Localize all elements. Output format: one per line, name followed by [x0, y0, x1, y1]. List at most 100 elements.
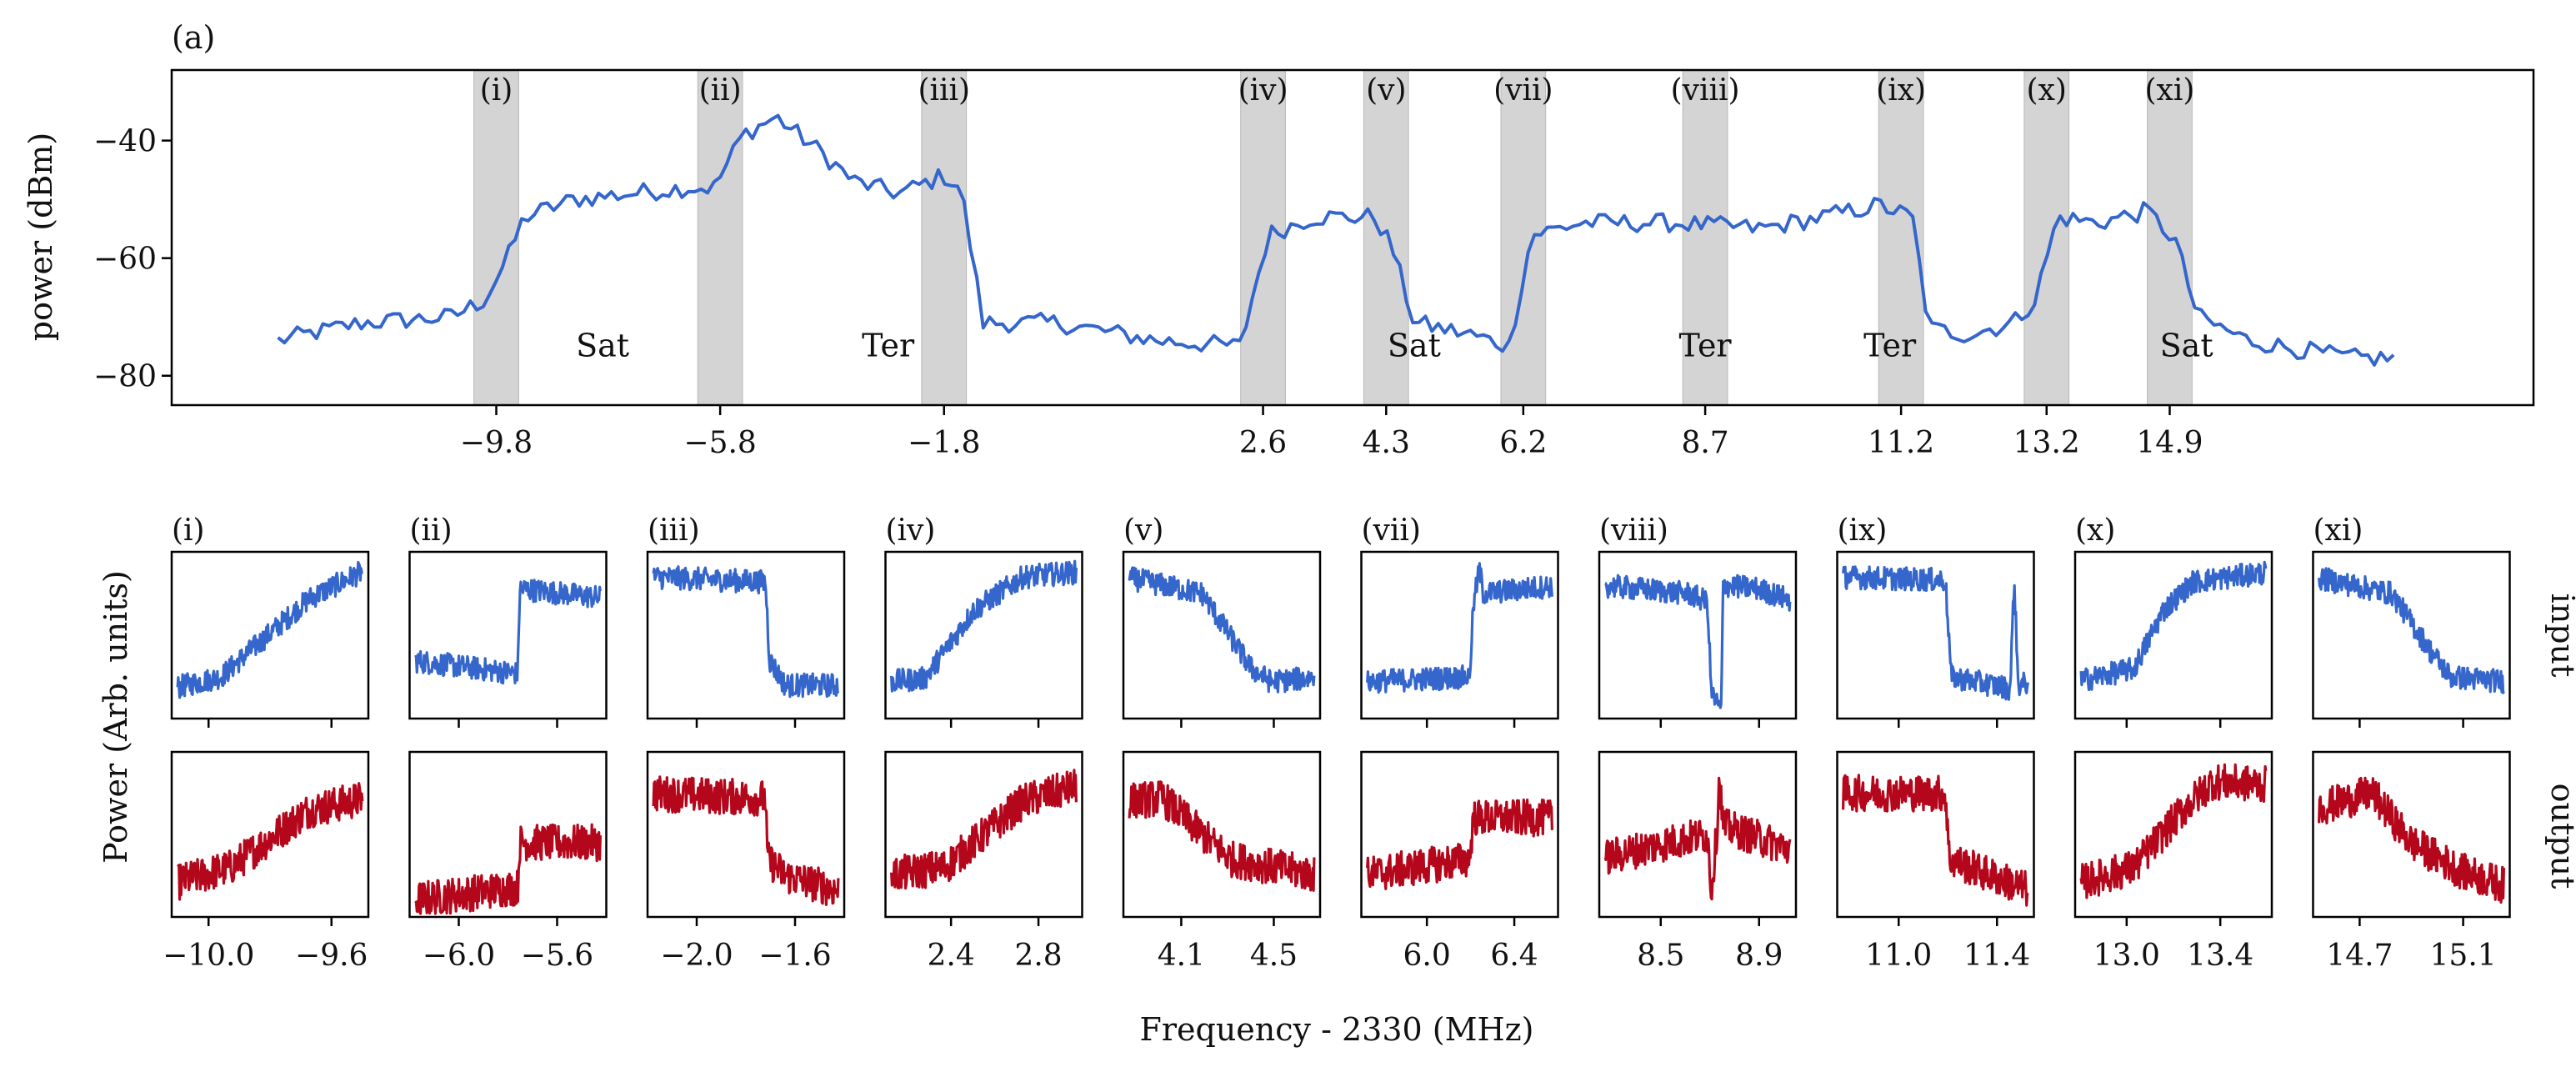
output-trace — [1128, 780, 1316, 892]
power-line — [277, 113, 2395, 367]
band-label: (xi) — [2145, 73, 2195, 108]
x-tick-label: 13.4 — [2187, 939, 2253, 973]
x-tick-label: 11.2 — [1868, 426, 1934, 460]
band-label: (iii) — [918, 73, 970, 108]
region-label: Ter — [1679, 327, 1733, 363]
output-frame — [884, 750, 1083, 919]
x-axis-label: Frequency - 2330 (MHz) — [1139, 1011, 1533, 1048]
row-label-output: output — [2544, 784, 2576, 889]
panel-label: (xi) — [2313, 513, 2363, 548]
x-tick-label: 4.1 — [1158, 939, 1205, 973]
band-label: (x) — [2027, 73, 2067, 108]
band-label: (v) — [1366, 73, 1406, 108]
x-tick-label: 13.2 — [2013, 426, 2080, 460]
x-tick-label: 6.4 — [1490, 939, 1538, 973]
input-frame — [408, 550, 608, 720]
input-trace — [890, 559, 1078, 693]
x-tick-label: −1.6 — [758, 939, 831, 973]
band-5 — [1500, 69, 1547, 406]
input-trace — [1128, 566, 1316, 694]
x-tick-label: −5.8 — [683, 426, 756, 460]
x-tick-label: 6.2 — [1499, 426, 1547, 460]
row-label-input: input — [2544, 594, 2576, 678]
output-frame — [1122, 750, 1322, 919]
input-trace — [652, 565, 840, 699]
small-y-axis-label: Power (Arb. units) — [98, 570, 134, 864]
output-frame — [408, 750, 608, 919]
panel-label: (ix) — [1838, 513, 1888, 548]
input-trace — [1604, 574, 1792, 709]
band-8 — [2023, 69, 2070, 406]
panel-label: (iii) — [648, 513, 700, 548]
input-trace — [2079, 560, 2268, 692]
top-chart: (i) (ii) (iii) (iv) (v) (vii) (viii) (ix) (x) (xi… — [93, 68, 2535, 460]
x-tick-label: 14.9 — [2136, 426, 2203, 460]
output-trace — [414, 823, 602, 915]
output-frame — [1836, 750, 2035, 919]
x-tick-label: −1.8 — [908, 426, 980, 460]
x-tick-label: −10.0 — [163, 939, 254, 973]
x-tick-label: −9.6 — [295, 939, 368, 973]
output-trace — [176, 782, 364, 901]
input-frame — [1836, 550, 2035, 720]
output-frame — [170, 750, 370, 919]
output-frame — [646, 750, 846, 919]
band-label: (i) — [480, 73, 513, 108]
panel-label: (vii) — [1362, 513, 1421, 548]
x-tick-label: 11.4 — [1963, 939, 2030, 973]
band-2 — [921, 69, 968, 406]
output-trace — [890, 769, 1078, 890]
x-tick-label: 2.6 — [1239, 426, 1287, 460]
x-tick-label: 13.0 — [2093, 939, 2160, 973]
x-tick-label: 14.7 — [2326, 939, 2393, 973]
band-1 — [697, 69, 743, 406]
panel-label: (v) — [1123, 513, 1163, 548]
panel-label: (x) — [2075, 513, 2115, 548]
output-trace — [652, 775, 840, 906]
x-tick-label: 8.9 — [1735, 939, 1783, 973]
x-tick-label: −9.8 — [460, 426, 533, 460]
input-frame — [2073, 550, 2273, 720]
output-trace — [2318, 776, 2505, 904]
output-trace — [2079, 763, 2268, 899]
x-tick-label: 15.1 — [2430, 939, 2497, 973]
x-tick-label: −6.0 — [423, 939, 495, 973]
x-tick-label: 11.0 — [1865, 939, 1932, 973]
input-trace — [414, 579, 602, 685]
x-tick-label: 6.0 — [1403, 939, 1451, 973]
x-tick-label: −2.0 — [660, 939, 733, 973]
band-9 — [2147, 69, 2193, 406]
input-trace — [1366, 562, 1553, 694]
band-label: (ix) — [1876, 73, 1926, 108]
small-charts: (i) −10.0 −9.6 (ii) −6.0 −5.6 (iii) −2.0 −1.6 (iv… — [163, 513, 2511, 973]
band-label: (vii) — [1493, 73, 1553, 108]
top-frame — [170, 68, 2535, 407]
band-6 — [1682, 69, 1728, 406]
output-frame — [2312, 750, 2511, 919]
band-0 — [473, 69, 519, 406]
panel-label: (ii) — [410, 513, 453, 548]
input-trace — [2318, 567, 2505, 694]
x-tick-label: −5.6 — [521, 939, 593, 973]
output-trace — [1842, 774, 2029, 907]
panel-label: (iv) — [886, 513, 936, 548]
y-tick-label: −60 — [93, 243, 157, 277]
input-trace — [1842, 565, 2029, 701]
region-label: Sat — [2160, 327, 2213, 363]
output-trace — [1603, 776, 1792, 901]
x-tick-label: 4.5 — [1250, 939, 1298, 973]
panel-label: (i) — [172, 513, 205, 548]
band-label: (ii) — [699, 73, 742, 108]
input-frame — [1360, 550, 1559, 720]
input-frame — [2312, 550, 2511, 720]
region-label: Sat — [576, 327, 629, 363]
band-3 — [1240, 69, 1286, 406]
x-tick-label: 8.7 — [1681, 426, 1728, 460]
top-panel-label: (a) — [172, 19, 215, 56]
input-frame — [884, 550, 1083, 720]
region-label: Ter — [862, 327, 915, 363]
input-frame — [1122, 550, 1322, 720]
band-label: (iv) — [1238, 73, 1288, 108]
x-tick-label: 4.3 — [1363, 426, 1410, 460]
input-frame — [1598, 550, 1798, 720]
